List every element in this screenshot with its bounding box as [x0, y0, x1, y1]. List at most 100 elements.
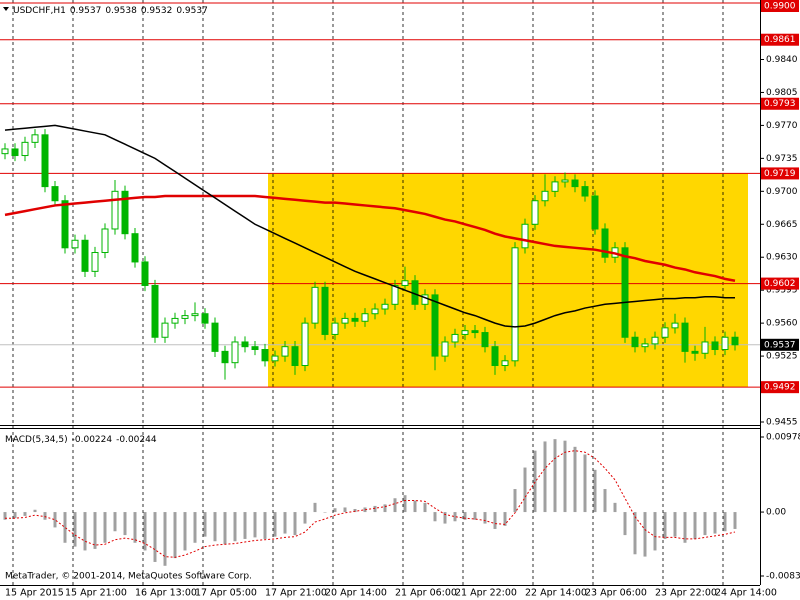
macd-bar — [373, 505, 377, 513]
candle-body — [251, 346, 259, 350]
candle-body — [671, 322, 679, 329]
time-label: 17 Apr 05:00 — [195, 588, 257, 599]
candle-body — [341, 317, 349, 324]
candle-body — [71, 239, 79, 249]
candle-body — [631, 336, 639, 348]
candle-body — [681, 322, 689, 352]
macd-bar — [203, 512, 207, 537]
macd-bar — [633, 512, 637, 555]
macd-tick-label: 0.00978 — [766, 433, 800, 443]
candle-body — [201, 313, 209, 324]
candle-body — [721, 336, 729, 350]
quote-high: 0.9538 — [105, 6, 137, 16]
macd-bar — [623, 512, 627, 536]
macd-bar — [663, 512, 667, 539]
candle-body — [171, 317, 179, 324]
candle-body — [291, 346, 299, 367]
macd-bar — [493, 512, 497, 529]
candle-body — [61, 200, 69, 249]
candle-body — [581, 186, 589, 197]
price-tick-label: 0.9630 — [766, 253, 798, 263]
macd-bar — [553, 439, 557, 513]
macd-bar — [713, 512, 717, 534]
candle-body — [211, 322, 219, 352]
indicator-title: MACD(5,34,5) — [5, 435, 68, 445]
candle-body — [101, 228, 109, 254]
candle-body — [501, 360, 509, 367]
macd-bar — [353, 508, 357, 513]
macd-bar — [153, 512, 157, 562]
candle-body — [601, 228, 609, 258]
candle-body — [401, 280, 409, 286]
macd-bar — [13, 512, 17, 519]
level-label-box — [761, 33, 799, 46]
macd-bar — [643, 512, 647, 557]
macd-bar — [223, 512, 227, 545]
candle-body — [361, 313, 369, 322]
candle-body — [451, 333, 459, 343]
macd-bar — [393, 498, 397, 513]
candle-body — [181, 315, 189, 319]
level-label: 0.9719 — [764, 169, 796, 179]
macd-bar — [433, 512, 437, 522]
macd-bar — [103, 512, 107, 543]
candle-body — [491, 346, 499, 367]
macd-bar — [33, 509, 37, 513]
macd-bar — [43, 512, 47, 520]
macd-bar — [603, 489, 607, 513]
candle-body — [541, 190, 549, 202]
macd-bar — [53, 512, 57, 528]
quote-open: 0.9537 — [70, 6, 102, 16]
macd-bar — [83, 512, 87, 551]
time-label: 24 Apr 14:00 — [715, 588, 777, 599]
macd-bar — [213, 512, 217, 542]
candle-body — [131, 233, 139, 263]
candle-body — [321, 286, 329, 335]
candle-body — [691, 350, 699, 354]
macd-bar — [333, 508, 337, 513]
candle-body — [281, 346, 289, 357]
signal-line — [5, 450, 736, 558]
candle-body — [471, 330, 479, 334]
macd-bar — [73, 512, 77, 547]
candle-body — [21, 141, 29, 157]
candle-body — [481, 332, 489, 348]
time-label: 17 Apr 21:00 — [265, 588, 327, 599]
candle-body — [351, 317, 359, 322]
macd-bar — [113, 512, 117, 532]
macd-bar — [723, 512, 727, 532]
zone-rectangle — [268, 173, 748, 388]
time-label: 15 Apr 2015 — [5, 588, 64, 599]
moving-average — [4, 124, 735, 328]
macd-bar — [173, 512, 177, 559]
candle-body — [371, 308, 379, 315]
time-label: 22 Apr 14:00 — [525, 588, 587, 599]
macd-bar — [503, 512, 507, 526]
candle-body — [591, 195, 599, 230]
candle-body — [701, 341, 709, 354]
level-label-box — [761, 0, 799, 12]
current-price-label: 0.9537 — [764, 340, 796, 350]
macd-bar — [243, 512, 247, 539]
price-tick-label: 0.9805 — [766, 88, 798, 98]
menu-arrow[interactable] — [3, 7, 9, 11]
time-label: 21 Apr 06:00 — [395, 588, 457, 599]
copyright: MetaTrader, © 2001-2014, MetaQuotes Soft… — [5, 572, 252, 582]
macd-tick-label: -0.00833 — [766, 572, 800, 582]
price-tick-label: 0.9840 — [766, 55, 798, 65]
macd-bar — [593, 469, 597, 513]
time-label: 16 Apr 13:00 — [135, 588, 197, 599]
candle-body — [661, 327, 669, 338]
level-label: 0.9900 — [764, 2, 796, 12]
candle-body — [241, 341, 249, 348]
macd-bar — [253, 512, 257, 538]
macd-bar — [543, 441, 547, 513]
macd-bar — [363, 507, 367, 513]
macd-bar — [123, 512, 127, 536]
macd-bar — [563, 440, 567, 513]
macd-bar — [343, 507, 347, 513]
candle-body — [711, 341, 719, 350]
price-tick-label: 0.9665 — [766, 220, 798, 230]
candle-body — [271, 355, 279, 362]
macd-tick-label: 0.00 — [766, 508, 786, 518]
